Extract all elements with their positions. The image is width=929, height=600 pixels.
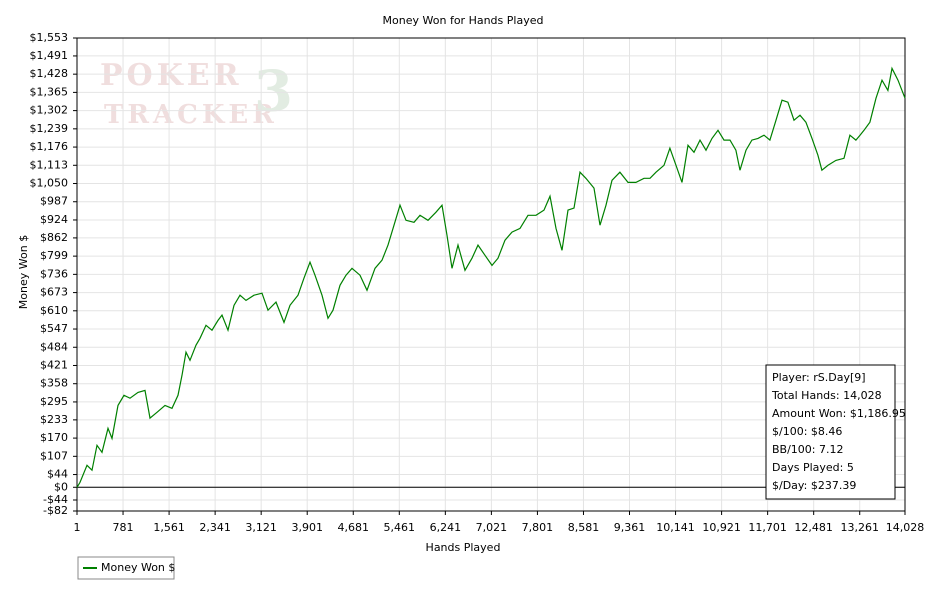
x-tick-label: 9,361	[614, 521, 646, 534]
watermark-line: POKER	[100, 58, 243, 93]
x-tick-label: 1,561	[153, 521, 185, 534]
legend-box	[77, 556, 175, 580]
y-tick-label: $1,428	[30, 67, 69, 80]
x-tick-label: 12,481	[794, 521, 833, 534]
x-tick-label: 5,461	[384, 521, 416, 534]
y-tick-label: $170	[40, 431, 68, 444]
info-line: Days Played: 5	[772, 461, 854, 474]
y-tick-label: -$82	[43, 504, 68, 517]
y-tick-label: $44	[47, 468, 68, 481]
y-tick-label: $1,113	[30, 158, 69, 171]
x-tick-label: 6,241	[430, 521, 462, 534]
info-line: Player: rS.Day[9]	[772, 371, 866, 384]
x-tick-label: 1	[74, 521, 81, 534]
y-tick-label: $0	[54, 480, 68, 493]
info-line: Amount Won: $1,186.95	[772, 407, 906, 420]
y-tick-label: $484	[40, 340, 68, 353]
x-tick-label: 3,121	[245, 521, 277, 534]
y-tick-label: $1,239	[30, 122, 69, 135]
y-tick-label: $358	[40, 377, 68, 390]
x-tick-label: 13,261	[840, 521, 879, 534]
y-tick-label: $295	[40, 395, 68, 408]
x-tick-label: 7,801	[522, 521, 554, 534]
x-tick-label: 4,681	[338, 521, 370, 534]
x-axis-label: Hands Played	[426, 541, 501, 554]
y-tick-label: $673	[40, 286, 68, 299]
y-tick-label: $1,302	[30, 104, 69, 117]
y-tick-label: -$44	[43, 493, 68, 506]
y-tick-label: $924	[40, 213, 68, 226]
x-tick-label: 10,921	[702, 521, 741, 534]
x-tick-label: 2,341	[199, 521, 231, 534]
x-tick-label: 3,901	[291, 521, 323, 534]
y-tick-label: $736	[40, 267, 68, 280]
info-line: BB/100: 7.12	[772, 443, 844, 456]
chart-title: Money Won for Hands Played	[383, 14, 544, 27]
y-tick-label: $421	[40, 358, 68, 371]
info-line: Total Hands: 14,028	[771, 389, 882, 402]
y-tick-label: $1,050	[30, 177, 69, 190]
y-tick-label: $610	[40, 304, 68, 317]
y-tick-label: $1,176	[30, 140, 69, 153]
plot-border	[76, 37, 906, 512]
y-tick-label: $987	[40, 195, 68, 208]
y-tick-label: $547	[40, 322, 68, 335]
y-axis-label: Money Won $	[17, 235, 30, 309]
x-tick-label: 781	[113, 521, 134, 534]
info-line: $/100: $8.46	[772, 425, 842, 438]
y-tick-label: $1,553	[30, 31, 69, 44]
info-line: $/Day: $237.39	[772, 479, 856, 492]
info-box	[765, 364, 896, 500]
legend-label: Money Won $	[101, 561, 175, 574]
y-tick-label: $799	[40, 249, 68, 262]
y-tick-label: $233	[40, 413, 68, 426]
x-tick-label: 8,581	[568, 521, 600, 534]
x-tick-label: 10,141	[656, 521, 695, 534]
y-tick-label: $862	[40, 231, 68, 244]
watermark-line: TRACKER	[104, 100, 278, 130]
y-tick-label: $1,365	[30, 85, 69, 98]
x-tick-label: 14,028	[886, 521, 925, 534]
x-tick-label: 11,701	[748, 521, 787, 534]
y-tick-label: $1,491	[30, 49, 69, 62]
data-line	[76, 66, 906, 488]
watermark-mark: 3	[254, 59, 297, 125]
y-tick-label: $107	[40, 449, 68, 462]
x-tick-label: 7,021	[476, 521, 508, 534]
